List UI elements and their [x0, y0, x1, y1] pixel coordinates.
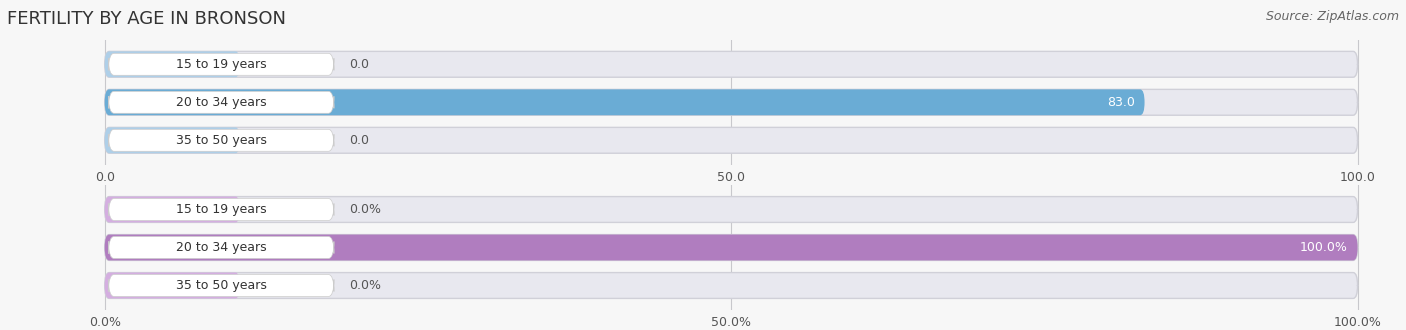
- Text: Source: ZipAtlas.com: Source: ZipAtlas.com: [1265, 10, 1399, 23]
- FancyBboxPatch shape: [104, 235, 1358, 260]
- FancyBboxPatch shape: [108, 275, 335, 296]
- Text: 0.0%: 0.0%: [349, 279, 381, 292]
- FancyBboxPatch shape: [104, 273, 1358, 298]
- Text: FERTILITY BY AGE IN BRONSON: FERTILITY BY AGE IN BRONSON: [7, 10, 285, 28]
- FancyBboxPatch shape: [108, 129, 335, 151]
- Text: 20 to 34 years: 20 to 34 years: [176, 96, 267, 109]
- FancyBboxPatch shape: [104, 51, 240, 77]
- FancyBboxPatch shape: [104, 89, 1358, 115]
- FancyBboxPatch shape: [104, 51, 1358, 77]
- FancyBboxPatch shape: [104, 235, 1358, 260]
- FancyBboxPatch shape: [104, 273, 240, 298]
- FancyBboxPatch shape: [108, 91, 335, 113]
- Text: 20 to 34 years: 20 to 34 years: [176, 241, 267, 254]
- FancyBboxPatch shape: [104, 197, 240, 222]
- Text: 100.0%: 100.0%: [1299, 241, 1347, 254]
- Text: 15 to 19 years: 15 to 19 years: [176, 203, 267, 216]
- Text: 0.0: 0.0: [349, 134, 368, 147]
- Text: 35 to 50 years: 35 to 50 years: [176, 134, 267, 147]
- FancyBboxPatch shape: [104, 197, 1358, 222]
- Text: 35 to 50 years: 35 to 50 years: [176, 279, 267, 292]
- Text: 0.0: 0.0: [349, 58, 368, 71]
- FancyBboxPatch shape: [108, 237, 335, 258]
- Text: 83.0: 83.0: [1107, 96, 1135, 109]
- FancyBboxPatch shape: [104, 127, 240, 153]
- FancyBboxPatch shape: [104, 89, 1144, 115]
- FancyBboxPatch shape: [108, 199, 335, 220]
- FancyBboxPatch shape: [108, 53, 335, 75]
- Text: 0.0%: 0.0%: [349, 203, 381, 216]
- Text: 15 to 19 years: 15 to 19 years: [176, 58, 267, 71]
- FancyBboxPatch shape: [104, 127, 1358, 153]
